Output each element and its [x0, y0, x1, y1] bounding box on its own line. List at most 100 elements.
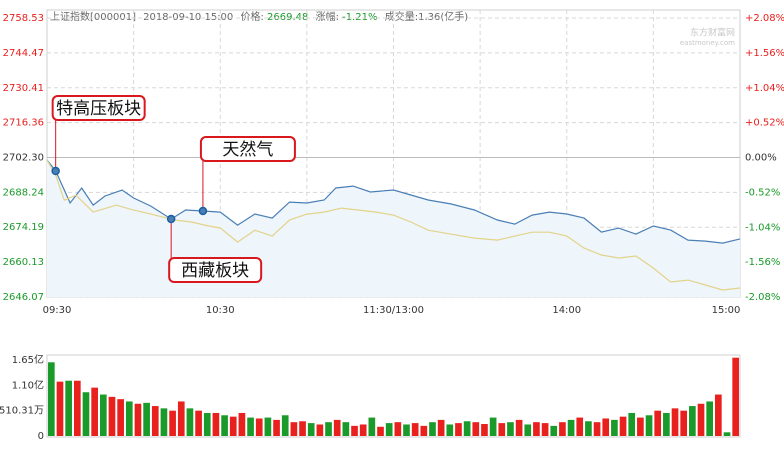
y-tick-label: 2674.19 — [3, 222, 44, 233]
y2-tick-label: +1.56% — [745, 48, 784, 59]
volume-bar — [585, 421, 592, 436]
volume-bar — [455, 423, 462, 436]
volume-bar — [203, 412, 211, 436]
volume-bar — [151, 406, 159, 436]
volume-bar — [48, 362, 55, 436]
volume-tick-label: 5510.31万 — [0, 406, 44, 417]
volume-bar — [125, 401, 133, 436]
volume-bar — [472, 422, 480, 436]
x-tick-label: 14:00 — [552, 305, 581, 316]
volume-bar — [567, 419, 575, 436]
annotation-marker — [51, 166, 60, 176]
volume-bar — [91, 387, 98, 436]
volume-bar — [715, 394, 722, 436]
volume-bar — [680, 410, 688, 436]
average-line — [46, 159, 741, 291]
volume-bar — [108, 396, 116, 436]
volume-bar — [212, 412, 220, 436]
annotation-text: 特高压板块 — [56, 99, 141, 119]
volume-bar — [65, 380, 72, 436]
volume-bar — [229, 416, 237, 436]
volume-bar — [489, 417, 497, 436]
volume-bar — [689, 406, 696, 436]
volume-bar — [307, 423, 315, 436]
volume-bar — [507, 422, 514, 436]
volume-bar — [281, 415, 289, 436]
volume-bar — [723, 432, 731, 436]
volume-bar — [498, 423, 506, 436]
y2-tick-label: -1.56% — [745, 257, 780, 268]
volume-bar — [611, 419, 618, 436]
volume-bar — [515, 419, 523, 436]
volume-bar — [550, 425, 558, 436]
volume-bar — [333, 419, 341, 436]
volume-tick-label: 1.10亿 — [12, 378, 44, 391]
volume-bar — [134, 403, 142, 436]
annotation-box — [51, 95, 146, 122]
y2-tick-label: +1.04% — [745, 83, 784, 94]
volume: 成交量:1.36(亿手) — [385, 10, 469, 23]
volume-bar — [316, 424, 324, 436]
y-tick-label: 2688.24 — [3, 187, 44, 198]
volume-bar — [420, 425, 428, 436]
volume-bar — [368, 417, 376, 436]
x-tick-label: 09:30 — [43, 305, 72, 316]
volume-bar — [169, 410, 176, 436]
volume-bar — [117, 399, 124, 436]
volume-bar — [247, 417, 254, 436]
price-label: 价格: — [240, 10, 263, 23]
volume-bar — [351, 425, 358, 436]
volume-bar — [177, 401, 185, 436]
volume-bar — [663, 412, 670, 436]
volume-tick-label: 1.65亿 — [12, 353, 44, 366]
volume-bar — [411, 423, 419, 436]
y2-tick-label: -0.52% — [745, 187, 780, 198]
annotation-text: 天然气 — [222, 140, 273, 160]
x-tick-label: 11:30/13:00 — [363, 305, 424, 316]
volume-bar — [342, 422, 350, 436]
y2-tick-label: -1.04% — [745, 222, 780, 233]
volume-bar — [654, 410, 662, 436]
volume-tick-label: 0 — [38, 431, 44, 442]
volume-bar — [437, 419, 445, 436]
y2-tick-label: 0.00% — [745, 153, 777, 164]
watermark-sub: eastmoney.com — [680, 39, 735, 47]
change: -1.21% — [342, 12, 377, 23]
volume-bar — [99, 394, 107, 436]
annotation-marker — [166, 214, 176, 224]
volume-bar — [82, 392, 90, 436]
volume-bar — [56, 381, 64, 436]
volume-bar — [559, 422, 566, 436]
volume-bar — [143, 402, 150, 436]
volume-bar — [238, 412, 246, 436]
volume-bar — [576, 417, 584, 436]
y2-tick-label: +2.08% — [745, 13, 784, 24]
y-tick-label: 2702.30 — [3, 153, 44, 164]
volume-bar — [394, 422, 402, 436]
volume-bar — [221, 415, 228, 436]
volume-bar — [429, 422, 436, 436]
volume-bar — [403, 424, 410, 436]
y-tick-label: 2758.53 — [3, 13, 44, 24]
volume-bar — [385, 423, 393, 436]
volume-bar — [628, 412, 636, 436]
volume-bar — [195, 410, 202, 436]
annotation-text: 西藏板块 — [181, 261, 249, 281]
annotation-marker — [198, 206, 208, 216]
volume-bar — [481, 424, 488, 436]
annotation-box — [168, 257, 263, 284]
volume-bar — [186, 408, 194, 436]
index-name: 上证指数[000001] — [50, 10, 136, 23]
volume-bar — [645, 415, 653, 436]
annotation-box — [199, 136, 296, 163]
change-label: 涨幅: — [316, 10, 339, 23]
volume-bar — [290, 422, 298, 436]
volume-bar — [273, 419, 280, 436]
volume-bar — [264, 417, 272, 436]
volume-bar — [160, 408, 168, 436]
volume-frame — [46, 354, 741, 438]
volume-bar — [299, 421, 306, 436]
watermark: 东方财富网 — [690, 27, 735, 39]
x-tick-label: 15:00 — [712, 305, 741, 316]
